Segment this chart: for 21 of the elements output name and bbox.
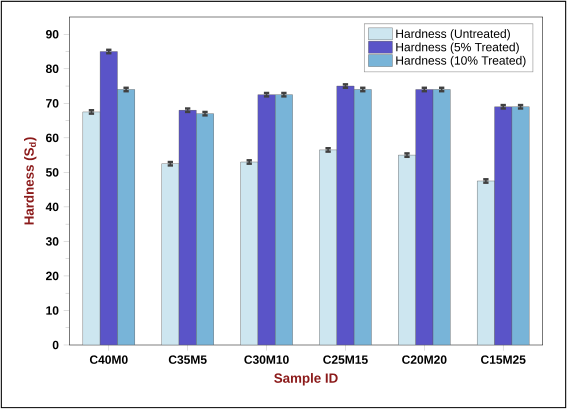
y-tick-label: 40 <box>46 202 58 212</box>
y-tick-label: 20 <box>46 272 58 280</box>
y-tick-label: 70 <box>46 99 58 108</box>
y-tick-label: 30 <box>46 237 58 246</box>
x-tick-label: C40M0 <box>90 355 128 364</box>
y-tick-label: 50 <box>46 168 58 177</box>
legend-label: Hardness (Untreated) <box>396 29 510 40</box>
y-tick-label: 90 <box>46 30 58 39</box>
x-tick-label: C25M15 <box>323 355 368 364</box>
y-tick-label: 10 <box>46 306 58 315</box>
legend-label: Hardness (10% Treated) <box>396 56 526 68</box>
x-tick-label: C35M5 <box>168 355 207 364</box>
y-tick-label: 60 <box>46 134 58 142</box>
x-tick-label: C15M25 <box>481 355 526 364</box>
x-axis-title: Sample ID <box>274 373 338 386</box>
y-tick-label: 0 <box>52 340 58 350</box>
y-axis-title: Hardness (S$_{d}$) <box>24 137 36 224</box>
x-tick-label: C30M10 <box>244 355 289 364</box>
legend-label: Hardness (5% Treated) <box>396 42 519 54</box>
y-tick-label: 80 <box>46 64 58 74</box>
x-tick-label: C20M20 <box>402 355 447 364</box>
